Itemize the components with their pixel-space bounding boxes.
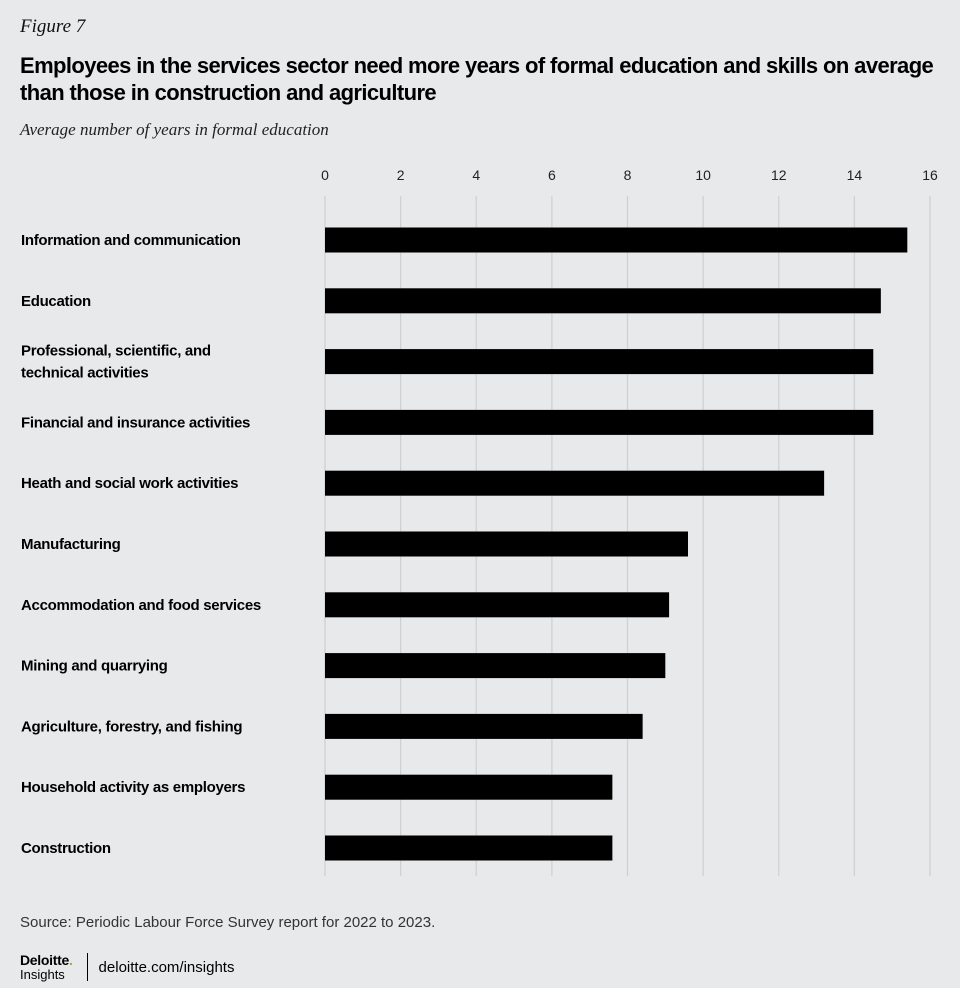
- category-label: Mining and quarrying: [21, 658, 168, 675]
- x-tick-label: 2: [397, 167, 405, 183]
- footer-divider: [86, 953, 88, 981]
- bar-3: [325, 409, 874, 435]
- category-label: Agriculture, forestry, and fishing: [21, 718, 242, 735]
- x-tick-label: 0: [321, 167, 329, 183]
- x-tick-label: 12: [771, 167, 787, 183]
- category-label: Construction: [21, 840, 111, 857]
- source-note: Source: Periodic Labour Force Survey rep…: [20, 914, 436, 931]
- x-tick-label: 8: [624, 167, 632, 183]
- bar-5: [325, 531, 688, 557]
- footer: Deloitte. Insights deloitte.com/insights: [20, 950, 234, 984]
- footer-url-link[interactable]: deloitte.com/insights: [98, 958, 235, 976]
- category-label: Heath and social work activities: [21, 475, 238, 492]
- category-label: Professional, scientific, and: [21, 343, 211, 360]
- category-label: Information and communication: [21, 232, 241, 249]
- category-label: Financial and insurance activities: [21, 414, 250, 431]
- x-tick-label: 4: [472, 167, 480, 183]
- logo-wordmark: Deloitte.: [20, 952, 73, 968]
- bar-6: [325, 592, 670, 618]
- deloitte-insights-logo[interactable]: Deloitte. Insights: [20, 953, 73, 981]
- category-label: Accommodation and food services: [21, 597, 261, 614]
- x-tick-label: 14: [847, 167, 863, 183]
- figure-label: Figure 7: [20, 16, 86, 37]
- chart-title: Employees in the services sector need mo…: [20, 53, 934, 105]
- category-label: Manufacturing: [21, 536, 121, 553]
- category-label: Household activity as employers: [21, 779, 245, 796]
- bar-7: [325, 653, 666, 679]
- bar-1: [325, 288, 881, 314]
- bar-9: [325, 774, 613, 800]
- bar-0: [325, 227, 908, 253]
- x-tick-label: 16: [922, 167, 938, 183]
- logo-green-dot: .: [68, 952, 73, 968]
- x-tick-label: 10: [695, 167, 711, 183]
- chart-subtitle: Average number of years in formal educat…: [20, 120, 329, 139]
- bar-4: [325, 470, 825, 496]
- bar-chart: 0 2 4 6 8 10 12 14 16 Information and communicati…: [21, 167, 938, 876]
- bar-2: [325, 349, 874, 375]
- category-label: Education: [21, 293, 91, 310]
- logo-insights: Insights: [20, 967, 65, 982]
- category-label: technical activities: [21, 365, 148, 382]
- x-tick-label: 6: [548, 167, 556, 183]
- bar-10: [325, 835, 613, 861]
- bar-8: [325, 713, 643, 739]
